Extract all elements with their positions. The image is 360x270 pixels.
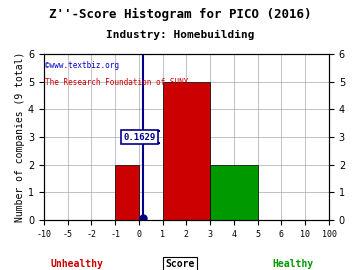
Text: Unhealthy: Unhealthy: [50, 259, 103, 269]
Text: ©www.textbiz.org: ©www.textbiz.org: [45, 61, 119, 70]
Text: Score: Score: [165, 259, 195, 269]
Text: 0.1629: 0.1629: [123, 133, 155, 141]
Text: The Research Foundation of SUNY: The Research Foundation of SUNY: [45, 77, 188, 87]
Text: Z''-Score Histogram for PICO (2016): Z''-Score Histogram for PICO (2016): [49, 8, 311, 21]
Text: Healthy: Healthy: [272, 259, 313, 269]
Bar: [115, 165, 139, 220]
Y-axis label: Number of companies (9 total): Number of companies (9 total): [15, 52, 25, 222]
Bar: [163, 82, 210, 220]
Bar: [210, 165, 258, 220]
Text: Industry: Homebuilding: Industry: Homebuilding: [106, 30, 254, 40]
